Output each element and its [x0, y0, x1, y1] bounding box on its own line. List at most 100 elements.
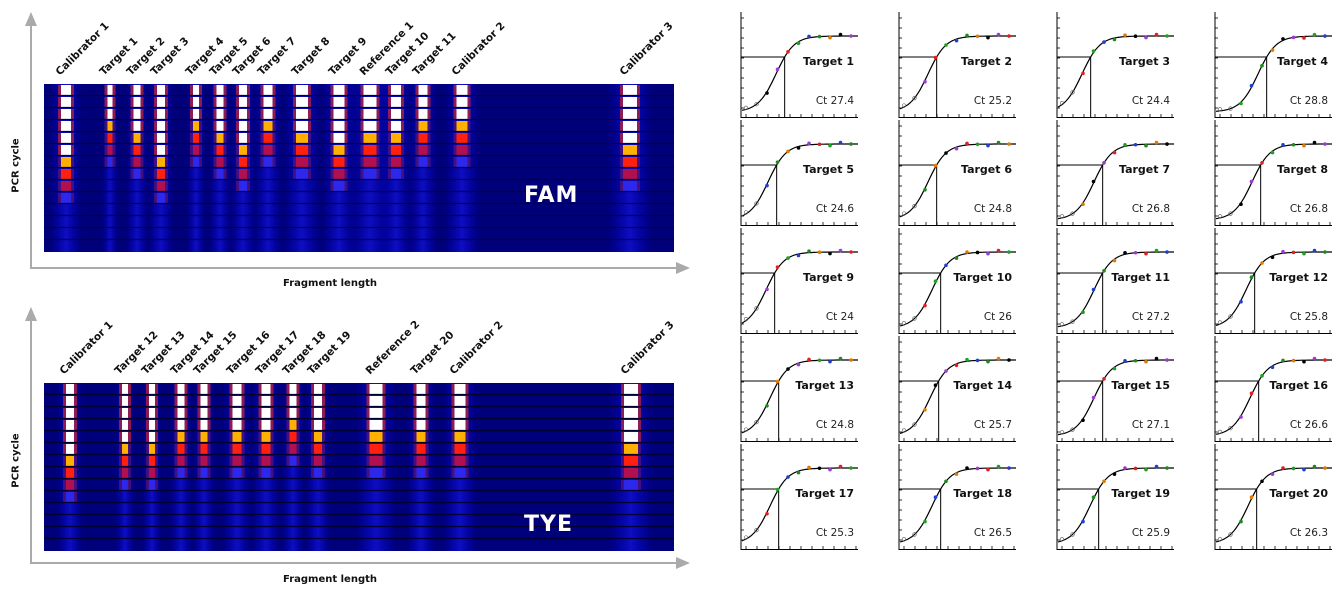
data-point: [1217, 107, 1223, 112]
data-point: [923, 407, 927, 412]
data-point: [912, 532, 917, 537]
plot-ct-value: Ct 27.2: [1131, 311, 1170, 323]
data-point: [965, 33, 969, 38]
plot-ct-value: Ct 24: [825, 311, 854, 323]
data-point: [1059, 322, 1065, 327]
plot-target-name: Target 16: [1269, 379, 1328, 392]
amplification-plot: Target 18 Ct 26.5: [898, 444, 1016, 550]
data-point: [1165, 250, 1169, 254]
plot-ct-value: Ct 26.8: [1289, 203, 1328, 215]
data-point: [912, 96, 917, 101]
data-point: [838, 248, 843, 253]
data-point: [775, 67, 780, 72]
plot-target-name: Target 8: [1276, 163, 1328, 176]
plot-target-name: Target 17: [795, 487, 854, 500]
data-point: [1302, 359, 1306, 364]
data-point: [1281, 466, 1285, 470]
data-point: [1102, 161, 1106, 165]
data-point: [1007, 358, 1011, 362]
data-point: [901, 321, 907, 326]
plot-ct-value: Ct 28.8: [1289, 95, 1328, 107]
data-point: [1291, 466, 1296, 471]
amplification-plot: Target 8 Ct 26.8: [1214, 120, 1332, 226]
amplification-plot: Target 5 Ct 24.6: [740, 120, 858, 226]
data-point: [1007, 142, 1011, 146]
plot-ct-value: Ct 24.4: [1131, 95, 1170, 107]
data-point: [975, 358, 980, 363]
fit-curve: [1057, 467, 1174, 543]
data-point: [944, 369, 948, 373]
data-point: [1302, 36, 1306, 40]
data-point: [1228, 211, 1233, 216]
fit-curve: [1057, 143, 1174, 220]
amplification-plot: Target 20 Ct 26.3: [1214, 444, 1332, 550]
plot-target-name: Target 18: [953, 487, 1012, 500]
data-point: [1291, 358, 1296, 363]
data-point: [1165, 358, 1169, 362]
data-point: [765, 403, 769, 408]
data-point: [944, 151, 948, 155]
data-point: [754, 201, 759, 206]
data-point: [1165, 142, 1169, 146]
data-point: [1091, 395, 1096, 400]
data-point: [1260, 374, 1264, 378]
data-point: [849, 466, 853, 470]
data-point: [923, 303, 927, 308]
data-point: [1281, 143, 1285, 147]
y-axis: [30, 26, 32, 268]
data-point: [986, 143, 990, 148]
data-point: [1112, 150, 1117, 155]
data-point: [786, 475, 790, 479]
data-point: [986, 359, 990, 364]
data-point: [996, 464, 1001, 469]
amplification-plot: Target 19 Ct 25.9: [1056, 444, 1174, 550]
data-point: [849, 34, 853, 38]
x-axis: [30, 267, 678, 269]
y-axis-arrow: [25, 307, 37, 321]
data-point: [1217, 214, 1223, 219]
data-point: [765, 183, 769, 188]
data-point: [1123, 466, 1127, 470]
data-point: [828, 359, 832, 364]
data-point: [817, 142, 822, 147]
data-point: [1144, 359, 1148, 364]
fit-curve: [899, 143, 1016, 218]
data-point: [1228, 106, 1233, 111]
data-point: [775, 160, 780, 164]
y-axis: [30, 321, 32, 563]
amplification-plot: Target 17 Ct 25.3: [740, 444, 858, 550]
dye-label: FAM: [524, 183, 579, 208]
data-point: [1102, 479, 1106, 484]
dye-label: TYE: [524, 512, 573, 537]
data-point: [817, 34, 822, 39]
data-point: [838, 464, 843, 469]
data-point: [786, 367, 790, 371]
data-point: [923, 79, 927, 84]
data-point: [754, 102, 759, 107]
data-point: [1112, 472, 1117, 476]
amplification-plot: Target 3 Ct 24.4: [1056, 12, 1174, 118]
fit-curve: [741, 35, 858, 111]
data-point: [996, 32, 1001, 37]
data-point: [965, 466, 969, 470]
data-point: [1260, 63, 1264, 68]
gel-lane: [125, 84, 149, 252]
data-point: [1070, 532, 1075, 537]
data-point: [1091, 495, 1096, 500]
data-point: [1059, 537, 1065, 542]
fit-curve: [741, 467, 858, 542]
plot-ct-value: Ct 24.8: [973, 203, 1012, 215]
data-point: [933, 163, 938, 168]
amplification-plot: Target 6 Ct 24.8: [898, 120, 1016, 226]
plot-target-name: Target 9: [802, 271, 854, 284]
x-axis-arrow: [676, 557, 690, 569]
data-point: [1270, 48, 1275, 52]
data-point: [849, 142, 853, 146]
data-point: [828, 467, 832, 472]
data-point: [1133, 34, 1138, 38]
x-axis-label: Fragment length: [283, 574, 377, 585]
plot-target-name: Target 3: [1118, 55, 1170, 68]
data-point: [1239, 202, 1243, 207]
plot-ct-value: Ct 26.5: [973, 527, 1012, 539]
data-point: [1165, 466, 1169, 470]
